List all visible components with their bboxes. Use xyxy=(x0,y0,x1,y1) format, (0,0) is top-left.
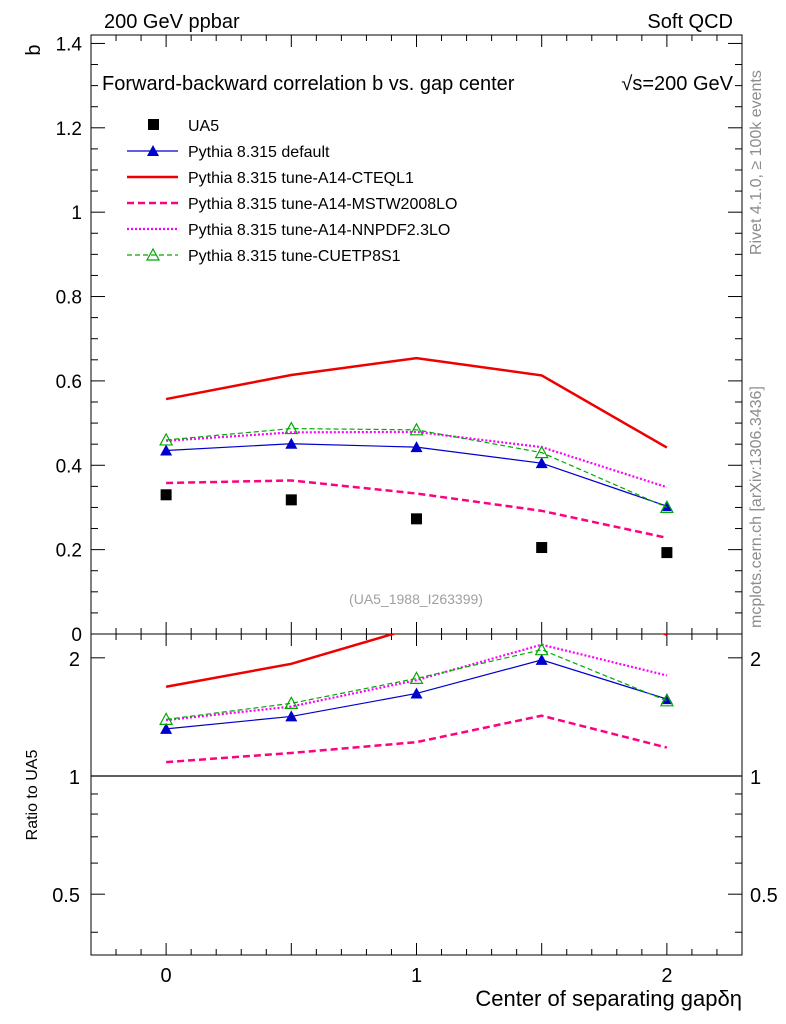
x-tick-label: 2 xyxy=(661,965,672,987)
ratio-axis-title: Ratio to UA5 xyxy=(24,750,41,841)
series-line xyxy=(165,356,668,449)
series-line xyxy=(166,479,668,540)
ratio-tick-label-left: 1 xyxy=(69,767,80,789)
legend-marker xyxy=(148,119,159,130)
ratio-marker xyxy=(534,642,549,656)
series-marker xyxy=(409,422,424,436)
header-left: 200 GeV ppbar xyxy=(104,11,240,33)
y-tick-label: 0 xyxy=(71,625,82,646)
legend-label: Pythia 8.315 tune-A14-NNPDF2.3LO xyxy=(188,222,450,239)
ratio-marker xyxy=(409,671,424,684)
main-series xyxy=(159,356,674,559)
y-tick-label: 0.8 xyxy=(56,288,82,309)
ua5-point xyxy=(536,542,548,554)
series-marker xyxy=(534,445,549,459)
legend-marker xyxy=(145,247,161,261)
ratio-marker xyxy=(160,722,173,734)
ratio-tick-label-left: 0.5 xyxy=(52,885,80,907)
x-axis-title: Center of separating gapδη xyxy=(475,986,742,1011)
ratio-marker xyxy=(659,693,674,707)
y-tick-label: 1 xyxy=(71,203,82,224)
mcplots-label: mcplots.cern.ch [arXiv:1306.3436] xyxy=(748,386,765,628)
ratio-line xyxy=(165,643,668,722)
legend-label: Pythia 8.315 tune-CUETP8S1 xyxy=(188,248,401,265)
ratio-tick-label-right: 2 xyxy=(750,649,761,671)
legend-marker xyxy=(147,145,159,156)
legend-label: Pythia 8.315 tune-A14-CTEQL1 xyxy=(188,170,414,187)
y-tick-label: 1.2 xyxy=(56,119,82,140)
ratio-series xyxy=(159,634,674,764)
ratio-marker xyxy=(410,687,423,699)
y-axis-title: b xyxy=(23,44,45,55)
ratio-marker xyxy=(159,712,174,725)
ratio-marker xyxy=(285,710,298,722)
ratio-tick-label-right: 0.5 xyxy=(750,885,778,907)
y-tick-label: 0.2 xyxy=(56,541,82,562)
series-marker xyxy=(660,500,673,512)
ratio-tick-label-right: 1 xyxy=(750,767,761,789)
legend: UA5 Pythia 8.315 default Pythia 8.315 tune… xyxy=(127,118,457,265)
axis-ticks: 0 1 2 0 0.2 0.4 0.6 0.8 1 1.2 1.4 0.5 0.5 1 1 2 2 xyxy=(52,34,778,987)
series-marker xyxy=(659,500,674,514)
legend-label: Pythia 8.315 tune-A14-MSTW2008LO xyxy=(188,196,457,213)
series-marker xyxy=(535,457,548,469)
rivet-label: Rivet 4.1.0, ≥ 100k events xyxy=(748,70,765,255)
y-tick-label: 0.6 xyxy=(56,372,82,393)
series-marker xyxy=(159,432,174,446)
ua5-point xyxy=(285,494,297,506)
energy-label: √s=200 GeV xyxy=(621,73,733,95)
ratio-line xyxy=(165,634,668,688)
y-tick-label: 0.4 xyxy=(56,456,83,477)
chart-title: Forward-backward correlation b vs. gap c… xyxy=(102,73,515,95)
series-marker xyxy=(284,421,299,435)
ratio-marker xyxy=(535,653,548,665)
series-marker xyxy=(410,441,423,453)
ratio-line xyxy=(166,649,668,720)
legend-label: Pythia 8.315 default xyxy=(188,144,330,161)
ua5-point xyxy=(411,513,422,525)
legend-label: UA5 xyxy=(188,118,219,135)
series-marker xyxy=(160,444,173,456)
ratio-line xyxy=(166,714,668,764)
header-right: Soft QCD xyxy=(647,11,733,33)
series-line xyxy=(166,430,668,489)
series-line xyxy=(166,427,668,509)
x-tick-label: 0 xyxy=(161,965,172,987)
ua5-point xyxy=(160,489,172,501)
analysis-watermark: (UA5_1988_I263399) xyxy=(349,591,483,607)
y-tick-label: 1.4 xyxy=(56,34,83,55)
series-marker xyxy=(285,437,298,449)
ratio-tick-label-left: 2 xyxy=(69,649,80,671)
ua5-point xyxy=(661,547,673,559)
ratio-marker xyxy=(284,696,299,709)
x-tick-label: 1 xyxy=(411,965,422,987)
